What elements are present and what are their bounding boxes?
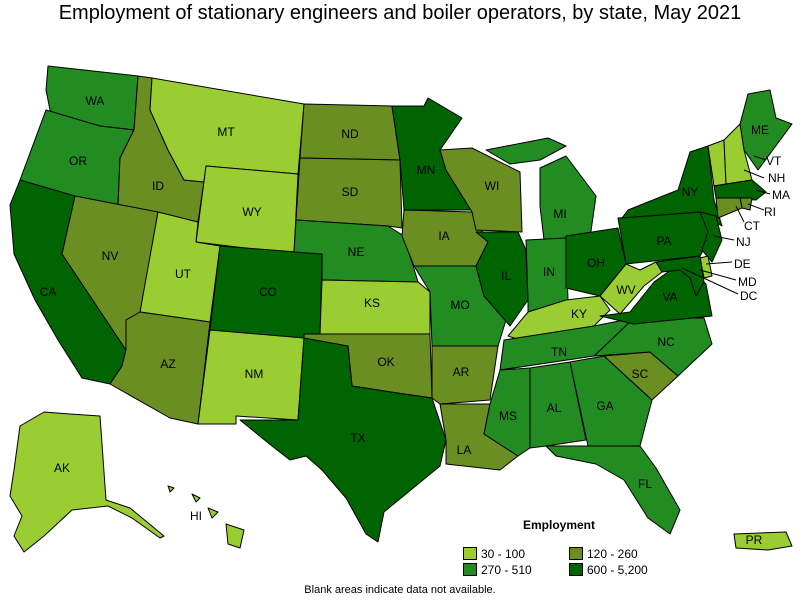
label-KY: KY [571, 307, 587, 321]
label-SD: SD [342, 185, 359, 199]
label-CT: CT [744, 219, 761, 233]
label-MN: MN [417, 163, 436, 177]
state-MD[interactable] [655, 255, 705, 297]
label-DC: DC [740, 289, 758, 303]
state-PR[interactable] [733, 531, 793, 551]
label-RI: RI [764, 205, 776, 219]
legend-item-270-510: 270 - 510 [463, 563, 532, 577]
label-AL: AL [547, 401, 562, 415]
label-WY: WY [242, 205, 261, 219]
label-NJ: NJ [736, 235, 751, 249]
label-ME: ME [751, 123, 769, 137]
label-IL: IL [501, 269, 511, 283]
page-title: Employment of stationary engineers and b… [58, 2, 742, 24]
label-VT: VT [766, 154, 782, 168]
state-NY[interactable] [621, 145, 723, 227]
label-HI: HI [190, 509, 202, 523]
label-TX: TX [350, 431, 365, 445]
label-VA: VA [662, 290, 677, 304]
label-OR: OR [69, 154, 87, 168]
state-AK[interactable] [9, 411, 165, 553]
label-WI: WI [485, 179, 500, 193]
legend-label: 270 - 510 [481, 563, 532, 577]
state-ME[interactable] [739, 89, 793, 171]
legend-swatch [463, 547, 477, 560]
leader-lines [681, 155, 771, 295]
state-MA[interactable] [713, 179, 767, 201]
label-CA: CA [40, 285, 57, 299]
label-TN: TN [551, 345, 567, 359]
label-NC: NC [657, 335, 675, 349]
label-ND: ND [341, 127, 359, 141]
label-MI: MI [553, 207, 566, 221]
label-IA: IA [438, 229, 449, 243]
label-WV: WV [616, 283, 635, 297]
label-ID: ID [152, 179, 164, 193]
state-TX[interactable] [239, 337, 447, 543]
label-MD: MD [738, 275, 757, 289]
label-NM: NM [245, 367, 264, 381]
label-MO: MO [450, 298, 469, 312]
label-WA: WA [86, 94, 105, 108]
footnote: Blank areas indicate data not available. [304, 584, 496, 596]
legend-label: 30 - 100 [481, 547, 526, 561]
legend-item-600-5200: 600 - 5,200 [569, 563, 648, 577]
label-OK: OK [377, 355, 394, 369]
label-IN: IN [543, 265, 555, 279]
label-MS: MS [499, 409, 517, 423]
state-AZ[interactable] [109, 311, 211, 425]
legend-item-120-260: 120 - 260 [569, 547, 638, 561]
label-NV: NV [102, 249, 119, 263]
legend-item-30-100: 30 - 100 [463, 547, 525, 561]
state-IL[interactable] [475, 231, 529, 327]
state-GA[interactable] [569, 355, 653, 447]
label-UT: UT [175, 267, 192, 281]
label-OH: OH [587, 256, 605, 270]
label-NY: NY [682, 185, 699, 199]
label-FL: FL [638, 477, 652, 491]
state-NJ[interactable] [699, 211, 723, 263]
state-CT[interactable] [715, 197, 743, 219]
state-WI[interactable] [439, 147, 523, 233]
legend-label: 120 - 260 [587, 547, 638, 561]
state-KS[interactable] [319, 279, 431, 335]
label-SC: SC [632, 367, 649, 381]
legend-label: 600 - 5,200 [587, 563, 648, 577]
label-AZ: AZ [160, 357, 175, 371]
state-FL[interactable] [545, 445, 681, 535]
label-LA: LA [457, 443, 472, 457]
label-AK: AK [54, 461, 70, 475]
label-KS: KS [364, 296, 380, 310]
label-CO: CO [259, 285, 277, 299]
label-PA: PA [656, 234, 671, 248]
state-AR[interactable] [431, 345, 499, 405]
label-NE: NE [348, 245, 365, 259]
map-legend: Employment 30 - 100 120 - 260 270 - 510 … [463, 518, 683, 577]
legend-swatch [569, 547, 583, 560]
label-MT: MT [217, 125, 235, 139]
label-GA: GA [596, 399, 613, 413]
label-PR: PR [746, 533, 763, 547]
state-AL[interactable] [529, 361, 587, 449]
legend-title: Employment [523, 518, 596, 532]
state-HI[interactable] [167, 485, 245, 549]
label-MA: MA [772, 188, 790, 202]
legend-swatch [463, 563, 477, 576]
state-SD[interactable] [295, 157, 403, 229]
legend-swatch [569, 563, 583, 576]
label-DE: DE [734, 257, 751, 271]
label-NH: NH [768, 171, 785, 185]
label-AR: AR [453, 365, 470, 379]
state-NH[interactable] [723, 123, 753, 185]
